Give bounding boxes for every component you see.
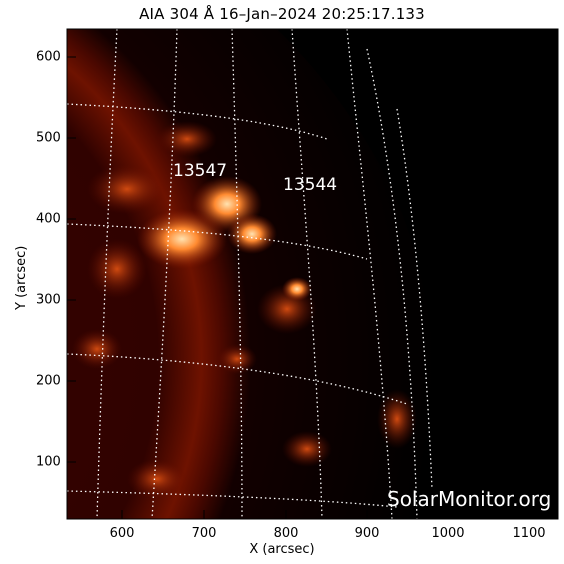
sun-disk [67,29,438,519]
x-tick-label: 1100 [512,526,546,541]
y-tick-label: 200 [36,373,61,389]
y-tick-label: 400 [36,211,61,227]
solarmonitor-watermark: SolarMonitor.org [387,487,552,511]
x-tick-label: 900 [354,526,380,541]
active-region-label-13544: 13544 [283,175,338,195]
x-tick-label: 600 [109,526,135,541]
y-axis-ticks [67,56,76,463]
x-axis-ticks [121,510,530,519]
active-region-label-13547: 13547 [173,161,228,181]
y-axis-label: Y (arcsec) [14,245,29,310]
solar-disk-image [67,29,558,519]
x-axis-label: X (arcsec) [249,542,315,557]
y-tick-label: 500 [36,130,61,146]
image-title: AIA 304 Å 16–Jan–2024 20:25:17.133 [139,5,425,23]
y-tick-label: 300 [36,292,61,308]
solar-image-panel: 13547 13544 SolarMonitor.org [67,29,558,519]
x-tick-label: 700 [191,526,217,541]
heliographic-grid [67,29,433,519]
y-tick-label: 600 [36,49,61,65]
x-tick-label: 800 [273,526,299,541]
y-tick-label: 100 [36,454,61,470]
x-tick-label: 1000 [431,526,465,541]
active-region-brightenings [72,121,417,499]
